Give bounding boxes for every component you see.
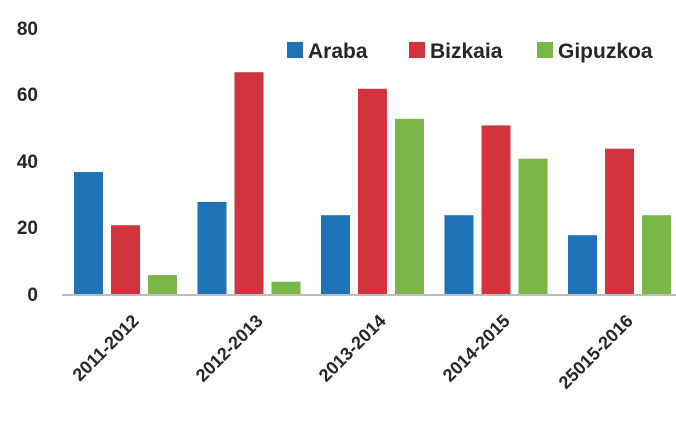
bar-gipuzkoa-4 xyxy=(642,215,671,295)
bar-bizkaia-2 xyxy=(358,88,387,295)
bar-gipuzkoa-1 xyxy=(271,281,301,295)
legend: Araba Bizkaia Gipuzkoa xyxy=(287,40,653,63)
legend-swatch-gipuzkoa xyxy=(537,42,553,58)
bar-araba-4 xyxy=(568,235,597,296)
bars-group xyxy=(74,72,671,296)
bar-gipuzkoa-0 xyxy=(148,275,177,296)
y-axis: 0 20 40 60 80 xyxy=(17,19,38,306)
bar-gipuzkoa-3 xyxy=(518,158,548,295)
y-tick-label: 0 xyxy=(27,285,38,306)
x-tick-label: 25015-2016 xyxy=(555,311,637,393)
legend-swatch-bizkaia xyxy=(409,42,425,58)
bar-bizkaia-1 xyxy=(234,72,264,295)
legend-label-gipuzkoa: Gipuzkoa xyxy=(558,40,653,63)
bar-gipuzkoa-2 xyxy=(395,118,424,295)
x-axis: 2011-2012 2012-2013 2013-2014 2014-2015 … xyxy=(69,311,637,393)
x-tick-label: 2011-2012 xyxy=(69,311,143,385)
y-tick-label: 20 xyxy=(17,218,38,239)
bar-bizkaia-4 xyxy=(605,148,634,295)
bar-araba-2 xyxy=(321,215,350,295)
x-tick-label: 2013-2014 xyxy=(315,311,390,386)
bar-araba-1 xyxy=(197,201,227,295)
bar-bizkaia-3 xyxy=(481,125,511,296)
bar-araba-0 xyxy=(74,172,103,295)
y-tick-label: 60 xyxy=(17,85,38,106)
y-tick-label: 80 xyxy=(17,19,38,40)
x-tick-label: 2014-2015 xyxy=(439,311,514,386)
legend-swatch-araba xyxy=(287,42,303,58)
legend-label-araba: Araba xyxy=(308,40,368,63)
y-tick-label: 40 xyxy=(17,152,38,173)
legend-label-bizkaia: Bizkaia xyxy=(430,40,503,63)
bar-araba-3 xyxy=(444,215,474,295)
x-tick-label: 2012-2013 xyxy=(192,311,267,386)
bar-bizkaia-0 xyxy=(111,225,140,295)
